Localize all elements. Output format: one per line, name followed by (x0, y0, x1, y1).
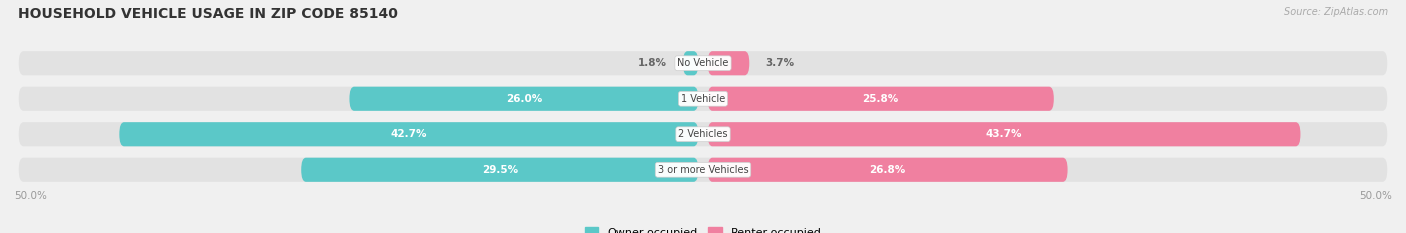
Text: 29.5%: 29.5% (482, 165, 517, 175)
Text: 2 Vehicles: 2 Vehicles (678, 129, 728, 139)
FancyBboxPatch shape (683, 51, 699, 75)
Text: No Vehicle: No Vehicle (678, 58, 728, 68)
FancyBboxPatch shape (120, 122, 699, 146)
Text: 1 Vehicle: 1 Vehicle (681, 94, 725, 104)
FancyBboxPatch shape (707, 158, 1067, 182)
Legend: Owner-occupied, Renter-occupied: Owner-occupied, Renter-occupied (581, 223, 825, 233)
FancyBboxPatch shape (350, 87, 699, 111)
FancyBboxPatch shape (18, 87, 1388, 111)
Text: HOUSEHOLD VEHICLE USAGE IN ZIP CODE 85140: HOUSEHOLD VEHICLE USAGE IN ZIP CODE 8514… (18, 7, 398, 21)
FancyBboxPatch shape (301, 158, 699, 182)
Text: 3.7%: 3.7% (765, 58, 794, 68)
Text: 42.7%: 42.7% (391, 129, 427, 139)
Text: 26.8%: 26.8% (869, 165, 905, 175)
Text: 50.0%: 50.0% (14, 191, 46, 201)
FancyBboxPatch shape (18, 158, 1388, 182)
Text: 50.0%: 50.0% (1360, 191, 1392, 201)
Text: 43.7%: 43.7% (986, 129, 1022, 139)
FancyBboxPatch shape (18, 51, 1388, 75)
Text: Source: ZipAtlas.com: Source: ZipAtlas.com (1284, 7, 1388, 17)
Text: 3 or more Vehicles: 3 or more Vehicles (658, 165, 748, 175)
Text: 1.8%: 1.8% (638, 58, 668, 68)
FancyBboxPatch shape (707, 51, 749, 75)
FancyBboxPatch shape (18, 122, 1388, 146)
Text: 25.8%: 25.8% (863, 94, 898, 104)
FancyBboxPatch shape (707, 122, 1301, 146)
Text: 26.0%: 26.0% (506, 94, 541, 104)
FancyBboxPatch shape (707, 87, 1054, 111)
